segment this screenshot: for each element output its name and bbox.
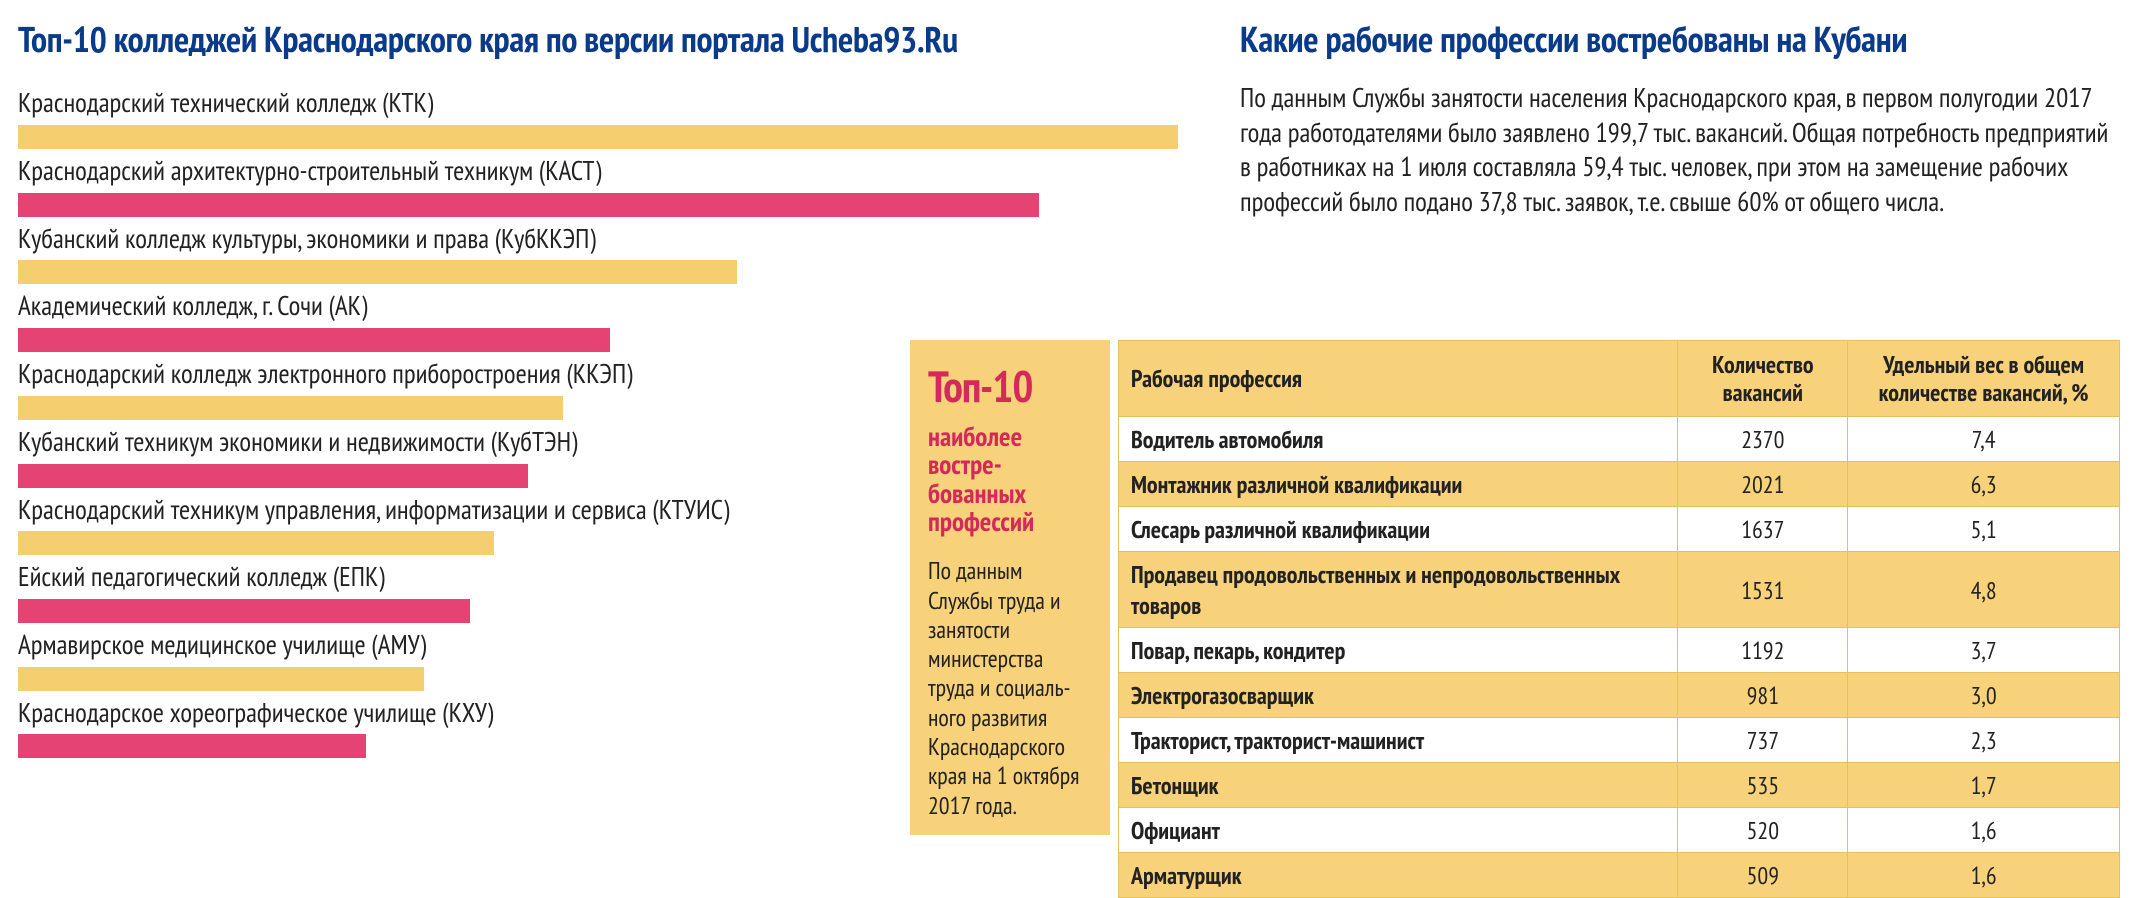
table-cell: 1,7 [1848, 763, 2120, 808]
top10-note: По данным Службы труда и занятости минис… [928, 556, 1092, 819]
table-row: Продавец продовольственных и непродоволь… [1119, 552, 2120, 628]
table-header-cell: Количество вакансий [1678, 341, 1848, 417]
bar-row: Кубанский колледж культуры, экономики и … [18, 221, 1198, 285]
table-cell: 509 [1678, 853, 1848, 898]
table-cell: Бетонщик [1119, 763, 1678, 808]
left-title: Топ-10 колледжей Краснодарского края по … [18, 18, 1198, 59]
table-cell: 4,8 [1848, 552, 2120, 628]
top10-heading: Топ-10 [928, 358, 1092, 415]
bar-track [18, 125, 1198, 149]
table-cell: Продавец продовольственных и непродоволь… [1119, 552, 1678, 628]
table-cell: 1,6 [1848, 853, 2120, 898]
bar-fill [18, 734, 366, 758]
bar-fill [18, 396, 563, 420]
table-cell: 2,3 [1848, 718, 2120, 763]
right-column: Какие рабочие профессии востребованы на … [1240, 18, 2120, 220]
table-cell: Электрогазосварщик [1119, 673, 1678, 718]
right-title: Какие рабочие профессии востребованы на … [1240, 18, 2120, 59]
table-cell: Официант [1119, 808, 1678, 853]
table-header-row: Рабочая профессияКоличество вакансийУдел… [1119, 341, 2120, 417]
table-row: Официант5201,6 [1119, 808, 2120, 853]
bar-track [18, 193, 1198, 217]
table-cell: 6,3 [1848, 462, 2120, 507]
bar-track [18, 260, 1198, 284]
table-row: Арматурщик5091,6 [1119, 853, 2120, 898]
bar-fill [18, 193, 1039, 217]
right-intro-text: По данным Службы занятости населения Кра… [1240, 81, 2120, 219]
table-cell: 1,6 [1848, 808, 2120, 853]
top10-subheading: наиболее востре- бованных профессий [928, 423, 1092, 536]
bar-fill [18, 531, 494, 555]
table-header-cell: Удельный вес в общем количестве вакансий… [1848, 341, 2120, 417]
table-row: Электрогазосварщик9813,0 [1119, 673, 2120, 718]
bar-row: Краснодарский архитектурно-строительный … [18, 153, 1198, 217]
bar-row: Краснодарский технический колледж (КТК) [18, 85, 1198, 149]
table-cell: 2370 [1678, 417, 1848, 462]
table-cell: 2021 [1678, 462, 1848, 507]
bar-label: Краснодарский архитектурно-строительный … [18, 153, 1198, 193]
table-cell: Тракторист, тракторист-машинист [1119, 718, 1678, 763]
table-row: Бетонщик5351,7 [1119, 763, 2120, 808]
table-cell: 981 [1678, 673, 1848, 718]
table-cell: 1637 [1678, 507, 1848, 552]
table-cell: Слесарь различной квалификации [1119, 507, 1678, 552]
bar-label: Кубанский колледж культуры, экономики и … [18, 221, 1198, 261]
bar-fill [18, 667, 424, 691]
bar-fill [18, 464, 528, 488]
table-cell: 520 [1678, 808, 1848, 853]
bar-label: Академический колледж, г. Сочи (АК) [18, 288, 1198, 328]
table-cell: Водитель автомобиля [1119, 417, 1678, 462]
top10-sidebar-box: Топ-10 наиболее востре- бованных професс… [910, 340, 1110, 835]
table-cell: 737 [1678, 718, 1848, 763]
bar-fill [18, 328, 610, 352]
table-cell: Повар, пекарь, кондитер [1119, 628, 1678, 673]
bar-fill [18, 599, 470, 623]
table-row: Слесарь различной квалификации16375,1 [1119, 507, 2120, 552]
table-row: Водитель автомобиля23707,4 [1119, 417, 2120, 462]
table-cell: 3,7 [1848, 628, 2120, 673]
table-cell: 1192 [1678, 628, 1848, 673]
professions-table: Рабочая профессияКоличество вакансийУдел… [1118, 340, 2120, 898]
table-cell: 1531 [1678, 552, 1848, 628]
table-cell: 3,0 [1848, 673, 2120, 718]
table-cell: 5,1 [1848, 507, 2120, 552]
table-cell: Монтажник различной квалификации [1119, 462, 1678, 507]
bar-fill [18, 125, 1178, 149]
table-header-cell: Рабочая профессия [1119, 341, 1678, 417]
table-row: Монтажник различной квалификации20216,3 [1119, 462, 2120, 507]
bar-fill [18, 260, 737, 284]
table-cell: 535 [1678, 763, 1848, 808]
bar-label: Краснодарский технический колледж (КТК) [18, 85, 1198, 125]
table-cell: Арматурщик [1119, 853, 1678, 898]
table-cell: 7,4 [1848, 417, 2120, 462]
table-row: Повар, пекарь, кондитер11923,7 [1119, 628, 2120, 673]
table-row: Тракторист, тракторист-машинист7372,3 [1119, 718, 2120, 763]
